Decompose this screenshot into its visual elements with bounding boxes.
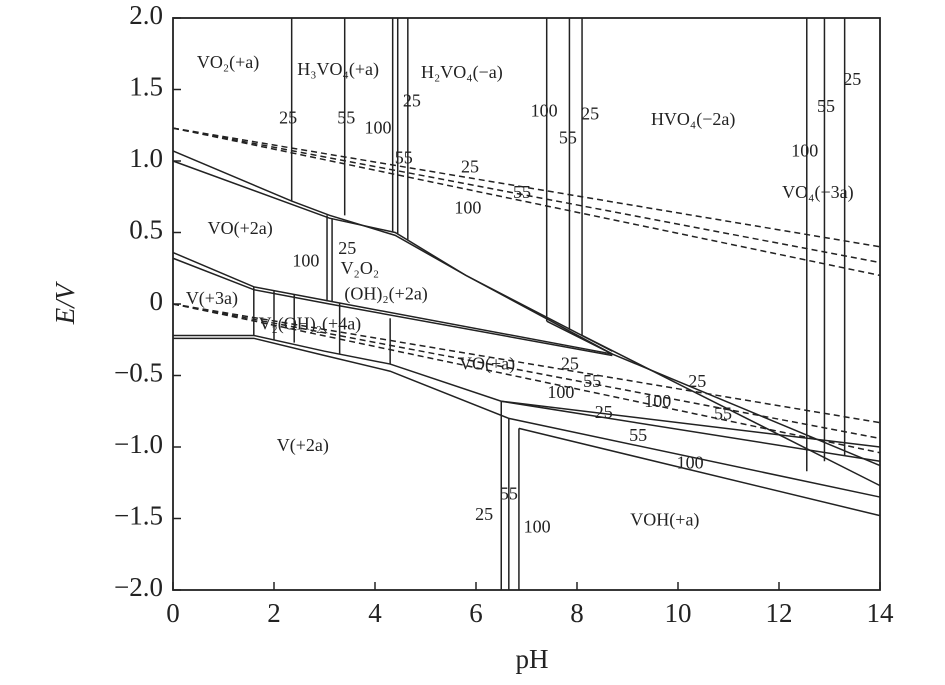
annotation: H₂VO₄(−a) [421, 62, 503, 83]
annotation: VO(+2a) [208, 218, 273, 239]
y-axis-label: E/V [50, 280, 80, 325]
boundary-line [172, 160, 613, 352]
annotation: VOH(+a) [630, 509, 699, 530]
y-tick-label: −0.5 [114, 358, 163, 388]
annotation: 100 [791, 141, 818, 161]
annotation: 25 [581, 103, 599, 123]
y-tick-label: −1.5 [114, 501, 163, 531]
annotation: 25 [688, 371, 706, 391]
x-tick-label: 6 [469, 598, 483, 628]
annotation: V₂O₂ [341, 258, 380, 278]
annotation: 55 [629, 425, 647, 445]
annotation: 25 [475, 504, 493, 524]
annotation: 100 [524, 517, 551, 537]
boundary-line [518, 427, 881, 517]
boundary-line [173, 334, 881, 463]
annotation: 100 [365, 118, 392, 138]
annotation: 100 [454, 198, 481, 218]
x-tick-label: 12 [766, 598, 793, 628]
annotation: 55 [513, 182, 531, 202]
annotation: VO(+a) [459, 354, 515, 375]
annotation: 55 [559, 128, 577, 148]
y-tick-label: −2.0 [114, 572, 163, 602]
annotation: 25 [338, 238, 356, 258]
annotation: VO₄(−3a) [782, 182, 853, 203]
annotation: 25 [461, 156, 479, 176]
x-tick-label: 0 [166, 598, 180, 628]
annotation: 25 [843, 69, 861, 89]
annotation: V(+3a) [186, 288, 238, 309]
annotation: 25 [279, 108, 297, 128]
annotation: 100 [547, 382, 574, 402]
x-tick-label: 2 [267, 598, 281, 628]
dashed-line [172, 127, 881, 277]
annotation: V₂(OH)₂(+4a) [259, 314, 362, 335]
x-tick-label: 10 [665, 598, 692, 628]
annotation: 55 [337, 108, 355, 128]
x-tick-label: 8 [570, 598, 584, 628]
x-tick-label: 4 [368, 598, 382, 628]
x-tick-label: 14 [867, 598, 895, 628]
boundary-line [172, 251, 613, 355]
annotation: 100 [644, 391, 671, 411]
x-axis-label: pH [516, 644, 549, 674]
boundary-line [173, 337, 881, 498]
y-tick-label: 1.0 [129, 143, 163, 173]
y-tick-label: −1.0 [114, 429, 163, 459]
annotation: H₃VO₄(+a) [297, 59, 379, 80]
annotation: 25 [561, 354, 579, 374]
annotation: 25 [595, 402, 613, 422]
annotation: 100 [292, 251, 319, 271]
annotation: (OH)₂(+2a) [344, 284, 427, 305]
annotation: 25 [403, 90, 421, 110]
y-tick-label: 2.0 [129, 0, 163, 30]
boundary-line [581, 334, 881, 487]
annotation: HVO₄(−2a) [651, 109, 735, 130]
y-tick-label: 1.5 [129, 72, 163, 102]
annotation: VO₂(+a) [197, 52, 259, 73]
annotation: 55 [583, 371, 601, 391]
y-tick-label: 0 [150, 286, 164, 316]
annotation: V(+2a) [277, 435, 329, 456]
y-tick-label: 0.5 [129, 215, 163, 245]
annotation: 100 [531, 101, 558, 121]
annotation: 100 [677, 452, 704, 472]
annotation: 55 [395, 148, 413, 168]
boundary-line [501, 400, 881, 448]
dashed-line [172, 303, 881, 454]
boundary-line [546, 320, 881, 467]
annotation: 55 [500, 484, 518, 504]
annotation: 55 [817, 96, 835, 116]
boundary-line [172, 257, 613, 357]
annotation: 55 [714, 404, 732, 424]
plot-frame [172, 17, 881, 591]
